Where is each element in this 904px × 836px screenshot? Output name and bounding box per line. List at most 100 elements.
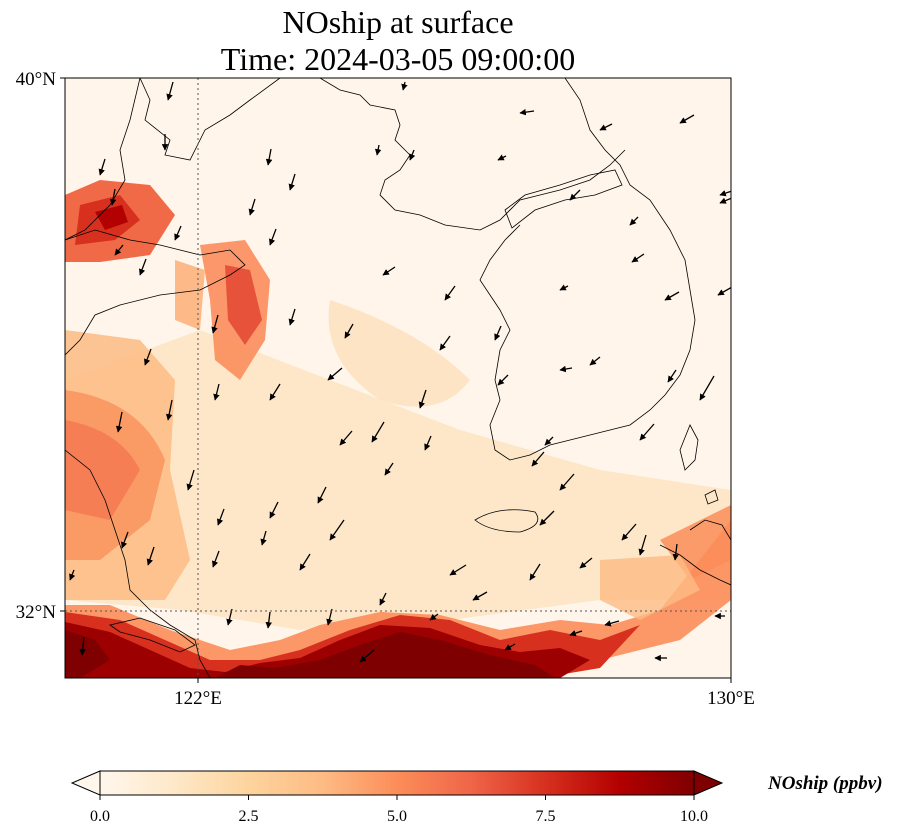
wind-vector-arrow [418, 389, 427, 409]
wind-vector-arrow [326, 608, 333, 626]
lat-tick-label: 40°N [16, 69, 57, 90]
wind-vector-arrow [211, 314, 219, 334]
wind-vector-arrow [139, 258, 147, 276]
wind-vector-arrow [719, 197, 731, 204]
colorbar-extend-max [693, 770, 724, 796]
wind-vector-arrow [429, 613, 439, 621]
colorbar-label: NOship (ppbv) [767, 773, 883, 794]
wind-vector-arrow [569, 189, 581, 201]
wind-vector-arrow [288, 173, 296, 191]
wind-vector-arrow [569, 630, 583, 637]
map-frame [64, 77, 732, 679]
gridlines [65, 78, 731, 678]
wind-vector-arrow [379, 592, 387, 606]
wind-vector-arrow [265, 611, 272, 629]
wind-vector-arrow [599, 123, 613, 131]
lon-tick-label: 130°E [707, 688, 755, 709]
wind-vector-arrow [472, 591, 488, 601]
wind-vector-arrow [146, 546, 155, 566]
colorbar-tick-label: 0.0 [90, 808, 110, 825]
wind-vector-arrow [212, 550, 220, 568]
colorbar-tick-label: 5.0 [387, 808, 407, 825]
wind-vector-arrow [559, 365, 573, 373]
colorbar-extend-min [70, 770, 101, 796]
wind-vector-arrow [186, 469, 195, 491]
wind-vector-arrow [384, 462, 394, 476]
wind-vector-arrow [174, 225, 182, 241]
lat-tick-label: 32°N [16, 602, 57, 623]
wind-vector-arrow [144, 348, 152, 366]
wind-vector-arrow [672, 543, 679, 561]
wind-vector-arrow [604, 620, 620, 627]
wind-vector-arrow [494, 325, 502, 341]
wind-vector-arrow [497, 154, 507, 161]
lon-tick-label: 122°E [174, 688, 222, 709]
wind-vector-arrow [531, 451, 545, 467]
colorbar-gradient [100, 771, 694, 795]
wind-vector-arrow [371, 421, 385, 443]
wind-vector-arrow [265, 148, 273, 166]
wind-vector-arrow [299, 553, 311, 571]
wind-vector-arrow [638, 534, 647, 556]
map-subtitle-time: Time: 2024-03-05 09:00:00 [220, 41, 576, 77]
wind-vector-arrow [639, 423, 655, 441]
wind-vector-arrow [497, 374, 509, 386]
wind-vector-arrow [217, 508, 225, 526]
wind-vector-arrow [213, 383, 220, 401]
wind-vector-arrow [544, 436, 554, 446]
wind-vector-arrow [317, 486, 327, 504]
axis-ticks [60, 77, 732, 683]
wind-vector-arrow [519, 108, 535, 116]
wind-vector-arrow [269, 383, 281, 401]
colorbar-tick-label: 2.5 [239, 808, 259, 825]
wind-vector-arrow [327, 367, 343, 381]
wind-vector-arrow [664, 291, 680, 301]
wind-vector-arrow [109, 188, 117, 206]
wind-vector-arrow [409, 149, 416, 161]
wind-vector-arrow [260, 530, 267, 546]
colorbar: 0.0 2.5 5.0 7.5 10.0 NOship (ppbv) [70, 770, 883, 825]
wind-vector-arrow [69, 569, 76, 581]
wind-vector-arrow [621, 523, 637, 541]
wind-vector-arrow [344, 323, 354, 339]
wind-vector-arrow [359, 649, 375, 663]
wind-vector-arrow [98, 158, 106, 176]
colorbar-tick-label: 10.0 [680, 808, 708, 825]
noship-concentration-field [65, 78, 731, 678]
wind-vector-arrow [444, 285, 456, 301]
wind-vector-arrow [269, 228, 277, 246]
wind-vector-arrow [579, 557, 593, 569]
wind-vectors [69, 81, 731, 663]
wind-vector-arrow [374, 144, 382, 156]
wind-vector-arrow [529, 563, 541, 581]
wind-vector-arrow [269, 501, 279, 519]
wind-vector-arrow [115, 411, 123, 433]
wind-vector-arrow [401, 81, 408, 91]
wind-vector-arrow [589, 356, 601, 366]
wind-vector-arrow [439, 335, 451, 351]
wind-vector-arrow [382, 266, 396, 276]
colorbar-tick-label: 7.5 [536, 808, 556, 825]
wind-vector-arrow [504, 643, 516, 651]
wind-vector-arrow [559, 473, 575, 491]
wind-vector-arrow [679, 114, 695, 124]
wind-vector-arrow [166, 81, 174, 101]
wind-vector-arrow [329, 519, 345, 541]
wind-vector-arrow [717, 286, 731, 296]
wind-vector-arrow [121, 531, 129, 549]
wind-vector-arrow [114, 244, 124, 256]
wind-vector-arrow [629, 216, 639, 226]
wind-vector-arrow [165, 399, 173, 421]
wind-vector-arrow [449, 564, 467, 576]
wind-vector-arrow [79, 636, 86, 656]
wind-vector-arrow [339, 430, 353, 446]
wind-vector-arrow [667, 369, 677, 383]
wind-vector-arrow [539, 510, 555, 526]
wind-vector-arrow [424, 435, 432, 451]
wind-vector-arrow [631, 253, 645, 263]
wind-vector-arrow [719, 190, 731, 197]
map-title: NOship at surface [282, 4, 514, 40]
wind-vector-arrow [248, 198, 256, 216]
wind-vector-arrow [288, 308, 296, 326]
